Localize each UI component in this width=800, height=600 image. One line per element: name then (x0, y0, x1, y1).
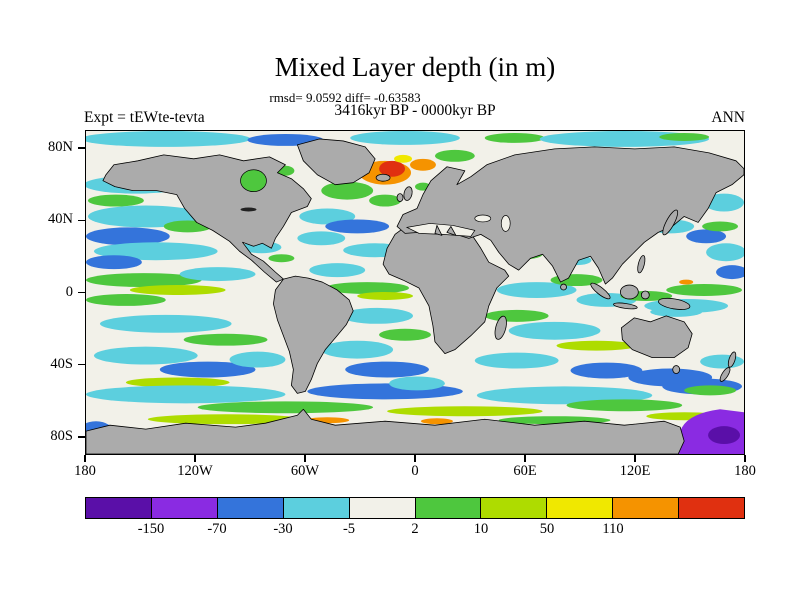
colorbar-segment (678, 498, 745, 518)
landmass-philippines (637, 255, 646, 274)
y-tick-mark (78, 219, 85, 222)
period-line: 3416kyr BP - 0000kyr BP (334, 102, 496, 119)
y-tick-label: 40N (48, 211, 73, 228)
mediterranean-sea (405, 223, 476, 237)
colorbar-tick-label: -5 (342, 521, 356, 537)
great-lakes (240, 207, 257, 212)
colorbar-tick-label: 50 (539, 521, 555, 537)
caspian-sea (500, 215, 511, 232)
x-tick-label: 0 (411, 463, 419, 479)
x-tick-label: 180 (74, 463, 96, 479)
colorbar-segment (86, 498, 151, 518)
x-tick-mark (414, 455, 416, 462)
landmass-greenland (296, 138, 376, 186)
continents (86, 138, 744, 454)
colorbar-tick-label: 110 (602, 521, 624, 537)
landmass-iceland (375, 173, 391, 182)
x-axis: 180 120W 60W 0 60E 120E 180 (74, 455, 756, 489)
landmass-new-zealand-north (727, 351, 737, 368)
colorbar-segment (348, 498, 415, 518)
colorbar-segment (282, 498, 349, 518)
colorbar-tick-label: -70 (207, 521, 227, 537)
x-tick-label: 180 (734, 463, 756, 479)
colorbar-segment (216, 498, 283, 518)
landmass-java (613, 302, 638, 310)
x-tick-mark (304, 455, 306, 462)
hudson-bay (240, 169, 267, 192)
inland-seas (240, 169, 511, 237)
colorbar-tick-label: -150 (137, 521, 165, 537)
landmass-australia (620, 315, 693, 358)
colorbar-tick-label: 2 (411, 521, 419, 537)
y-tick-label: 80N (48, 139, 73, 156)
landmass-new-zealand-south (719, 367, 731, 382)
x-tick-mark (194, 455, 196, 462)
landmass-japan (662, 209, 679, 236)
colorbar-tick-label: -30 (273, 521, 293, 537)
y-axis: 80N 40N 0 40S 80S (0, 130, 85, 455)
y-tick-label: 80S (50, 427, 73, 444)
x-tick-label: 120E (619, 463, 651, 479)
x-tick-label: 120W (177, 463, 213, 479)
landmass-antarctica (86, 408, 685, 454)
landmass-sulawesi (640, 290, 650, 300)
landmass-britain (403, 186, 413, 201)
y-tick-mark (78, 363, 85, 366)
colorbar-segment (480, 498, 547, 518)
colorbar-segment (414, 498, 481, 518)
colorbar-segment (150, 498, 217, 518)
season-label: ANN (711, 109, 745, 126)
landmass-sri-lanka (560, 283, 567, 291)
landmass-africa (382, 224, 510, 355)
y-tick-mark (78, 291, 85, 294)
landmass-greece (446, 226, 457, 236)
colorbar-labels: -150 -70 -30 -5 2 10 50 110 (85, 521, 745, 541)
map-frame (85, 130, 745, 455)
stats-line: rmsd= 9.0592 diff= -0.63583 (269, 90, 421, 105)
x-tick-mark (634, 455, 636, 462)
landmass-borneo (619, 284, 639, 300)
y-tick-mark (78, 147, 85, 149)
colorbar (85, 497, 745, 519)
black-sea (474, 214, 492, 223)
x-tick-label: 60W (290, 463, 320, 479)
x-tick-mark (524, 455, 526, 462)
y-tick-label: 0 (65, 283, 73, 300)
landmass-new-guinea (658, 297, 691, 310)
colorbar-segment (546, 498, 613, 518)
figure-title: Mixed Layer depth (in m) (274, 52, 556, 82)
y-tick-label: 40S (50, 355, 73, 372)
landmass-madagascar (494, 315, 507, 340)
landmass-ireland (396, 193, 404, 202)
landmass-south-america (273, 275, 354, 394)
x-tick-mark (84, 455, 86, 462)
ocean-anomaly-patches (86, 131, 744, 454)
colorbar-segment (612, 498, 679, 518)
x-tick-label: 60E (513, 463, 537, 479)
x-tick-mark (744, 455, 746, 462)
y-tick-mark (78, 436, 85, 438)
landmass-tasmania (672, 365, 681, 374)
landmass-sumatra (590, 282, 611, 300)
colorbar-tick-label: 10 (473, 521, 489, 537)
landmass-italy (434, 225, 443, 236)
experiment-label: Expt = tEWte-tevta (84, 109, 205, 126)
world-map (86, 131, 744, 454)
